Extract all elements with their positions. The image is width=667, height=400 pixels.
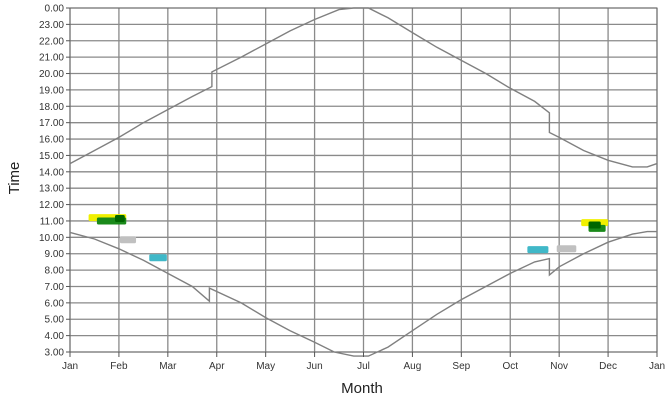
- y-tick-label: 21.00: [39, 53, 64, 64]
- x-tick-label: Sep: [452, 361, 470, 372]
- time-marker: [588, 221, 601, 229]
- y-tick-label: 5.00: [45, 315, 65, 326]
- x-tick-labels: Jan Feb Mar Apr May Jun Jul Aug Sep Oct Nov Dec Jan: [62, 352, 665, 372]
- time-marker: [119, 236, 137, 244]
- y-tick-label: 8.00: [45, 266, 65, 277]
- y-tick-label: 6.00: [45, 298, 65, 309]
- lower-curve: [69, 230, 657, 357]
- y-tick-label: 0.00: [45, 4, 65, 15]
- x-tick-label: Jan: [649, 361, 665, 372]
- y-tick-label: 16.00: [39, 135, 64, 146]
- y-tick-label: 3.00: [45, 348, 65, 359]
- time-marker: [527, 246, 549, 254]
- time-marker: [149, 254, 167, 262]
- y-tick-label: 12.00: [39, 200, 64, 211]
- y-tick-label: 19.00: [39, 85, 64, 96]
- upper-curve: [69, 7, 658, 168]
- x-tick-label: Mar: [159, 361, 177, 372]
- y-tick-label: 11.00: [40, 216, 65, 227]
- y-tick-label: 7.00: [45, 282, 65, 293]
- x-tick-label: Aug: [404, 361, 422, 372]
- x-tick-label: Apr: [209, 361, 225, 372]
- grid-lines: [69, 7, 658, 353]
- y-tick-label: 20.00: [39, 69, 64, 80]
- y-tick-label: 22.00: [39, 36, 64, 47]
- y-tick-labels: 0.00 23.00 22.00 21.00 20.00 19.00 18.00 17.00 1…: [39, 4, 70, 359]
- y-tick-label: 18.00: [39, 102, 64, 113]
- y-tick-label: 13.00: [39, 184, 64, 195]
- x-tick-label: May: [256, 361, 275, 372]
- x-tick-label: Jan: [62, 361, 78, 372]
- x-tick-label: Dec: [599, 361, 617, 372]
- x-axis-title: Month: [341, 380, 383, 397]
- x-tick-label: Nov: [550, 361, 568, 372]
- y-tick-label: 4.00: [45, 331, 65, 342]
- series-lines: [69, 7, 658, 357]
- data-markers: [88, 214, 609, 262]
- y-tick-label: 9.00: [45, 249, 65, 260]
- x-tick-label: Jul: [357, 361, 370, 372]
- y-axis-title: Time: [6, 162, 23, 195]
- y-tick-label: 15.00: [39, 151, 64, 162]
- y-tick-label: 17.00: [39, 118, 64, 129]
- time-marker: [115, 214, 125, 222]
- x-tick-label: Oct: [502, 361, 518, 372]
- y-tick-label: 14.00: [39, 167, 64, 178]
- y-tick-label: 10.00: [39, 233, 64, 244]
- time-marker: [556, 245, 577, 253]
- x-tick-label: Jun: [307, 361, 323, 372]
- y-tick-label: 23.00: [39, 20, 64, 31]
- x-tick-label: Feb: [110, 361, 128, 372]
